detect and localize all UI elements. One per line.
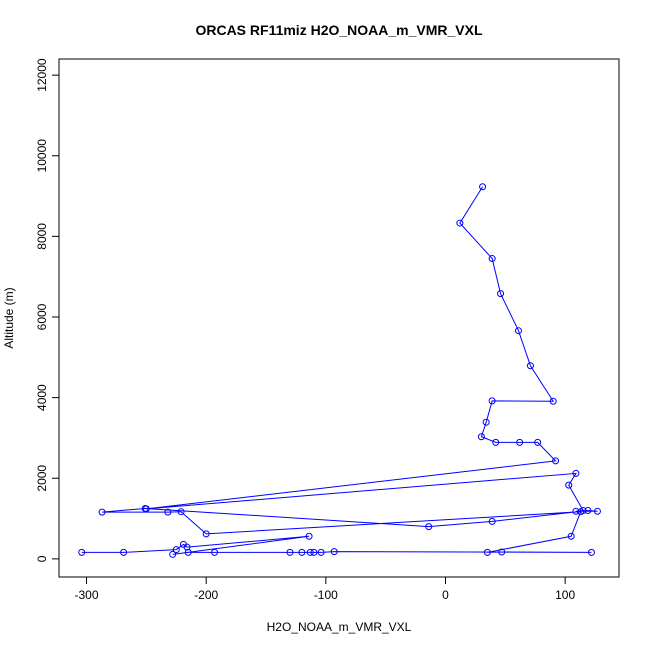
data-point bbox=[483, 548, 491, 556]
data-point bbox=[330, 548, 338, 556]
data-point bbox=[565, 481, 573, 489]
data-point bbox=[584, 506, 592, 514]
data-point bbox=[142, 505, 150, 513]
data-point bbox=[514, 327, 522, 335]
data-point bbox=[587, 548, 595, 556]
data-point bbox=[317, 548, 325, 556]
data-point bbox=[526, 362, 534, 370]
data-point bbox=[488, 397, 496, 405]
series-line bbox=[81, 186, 598, 555]
x-axis-label: H2O_NOAA_m_VMR_VXL bbox=[267, 620, 412, 634]
data-point bbox=[306, 548, 314, 556]
data-point bbox=[177, 508, 185, 516]
data-point bbox=[202, 530, 210, 538]
data-point bbox=[497, 290, 505, 298]
data-point bbox=[477, 433, 485, 441]
data-point bbox=[456, 219, 464, 227]
y-tick-label: 8000 bbox=[35, 223, 49, 250]
data-point bbox=[534, 438, 542, 446]
data-point bbox=[549, 397, 557, 405]
data-point bbox=[184, 548, 192, 556]
data-point bbox=[479, 183, 487, 191]
data-point bbox=[488, 517, 496, 525]
data-point bbox=[305, 532, 313, 540]
data-point bbox=[183, 543, 191, 551]
y-axis-label: Altitude (m) bbox=[2, 287, 16, 348]
axes: -300 -200 -100 0 100020004000600080001000012… bbox=[35, 58, 620, 602]
data-point bbox=[482, 418, 490, 426]
data-point bbox=[172, 546, 180, 554]
data-point bbox=[211, 548, 219, 556]
y-tick-label: 0 bbox=[35, 555, 49, 562]
data-point bbox=[169, 550, 177, 558]
x-tick-label: -100 bbox=[314, 588, 338, 602]
data-point bbox=[164, 508, 172, 516]
data-point bbox=[572, 469, 580, 477]
plot-area bbox=[78, 183, 601, 558]
data-point bbox=[567, 532, 575, 540]
y-tick-label: 4000 bbox=[35, 384, 49, 411]
y-tick-label: 10000 bbox=[35, 139, 49, 173]
x-tick-label: 100 bbox=[555, 588, 575, 602]
data-point bbox=[98, 508, 106, 516]
data-point bbox=[425, 523, 433, 531]
data-point bbox=[593, 507, 601, 515]
data-point bbox=[286, 548, 294, 556]
y-tick-label: 12000 bbox=[35, 58, 49, 92]
chart-title: ORCAS RF11miz H2O_NOAA_m_VMR_VXL bbox=[195, 22, 483, 38]
data-point bbox=[488, 255, 496, 263]
data-point bbox=[572, 507, 580, 515]
data-point bbox=[298, 548, 306, 556]
data-point bbox=[498, 548, 506, 556]
y-tick-label: 6000 bbox=[35, 303, 49, 330]
x-tick-label: 0 bbox=[442, 588, 449, 602]
data-point bbox=[310, 548, 318, 556]
data-point bbox=[516, 438, 524, 446]
data-point bbox=[579, 506, 587, 514]
x-tick-label: -300 bbox=[75, 588, 99, 602]
data-point bbox=[492, 438, 500, 446]
data-point bbox=[78, 548, 86, 556]
data-point bbox=[120, 548, 128, 556]
x-tick-label: -200 bbox=[194, 588, 218, 602]
y-tick-label: 2000 bbox=[35, 465, 49, 492]
data-point bbox=[552, 457, 560, 465]
